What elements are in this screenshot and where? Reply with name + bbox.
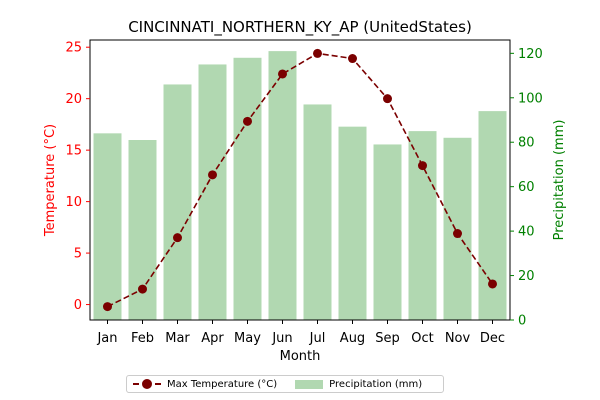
precip-bar [303, 104, 332, 320]
temperature-point [488, 279, 497, 289]
temperature-point [103, 302, 112, 312]
x-tick-label: Apr [201, 331, 224, 346]
chart-title: CINCINNATI_NORTHERN_KY_AP (UnitedStates) [128, 18, 472, 37]
x-tick-label: Jan [96, 331, 117, 346]
precip-bar [93, 133, 122, 320]
y-left-tick-label: 5 [74, 247, 82, 262]
temperature-point [173, 233, 182, 243]
temperature-point [418, 161, 427, 171]
legend-item-temperature: Max Temperature (°C) [133, 379, 277, 390]
y-left-tick-label: 25 [65, 41, 82, 56]
x-tick-label: Aug [340, 331, 365, 346]
x-tick-label: Jul [309, 331, 326, 346]
x-tick-label: Nov [445, 331, 471, 346]
legend-line-marker-icon [133, 379, 161, 389]
temperature-point [348, 54, 357, 64]
precip-bar [268, 51, 297, 320]
legend-item-precipitation: Precipitation (mm) [295, 379, 422, 390]
plot-frame [89, 39, 511, 321]
y-left-tick-label: 10 [65, 195, 82, 210]
y-right-tick-label: 60 [518, 180, 535, 195]
y-right-tick-label: 80 [518, 136, 535, 151]
temperature-point [383, 94, 392, 104]
precip-bar [443, 137, 472, 320]
temperature-point [453, 229, 462, 239]
x-tick-label: Feb [131, 331, 154, 346]
temperature-point [208, 170, 217, 180]
y-right-tick-label: 40 [518, 225, 535, 240]
y-axis-left-label: Temperature (°C) [43, 124, 58, 237]
y-right-tick-label: 100 [518, 91, 543, 106]
x-tick-label: Jun [271, 331, 292, 346]
precip-bar [478, 111, 507, 320]
precip-bar [373, 144, 402, 320]
precip-bar [233, 57, 262, 321]
x-tick-label: Mar [165, 331, 190, 346]
legend: Max Temperature (°C) Precipitation (mm) [126, 375, 444, 393]
temperature-point [138, 284, 147, 294]
x-tick-label: Oct [411, 331, 433, 346]
y-axis-right-label: Precipitation (mm) [552, 120, 567, 241]
y-left-tick-label: 20 [65, 92, 82, 107]
plot-area: Jan Feb Mar Apr May Jun Jul Aug Sep Oct Nov Dec 0 5 10… [65, 39, 543, 346]
temperature-line [107, 52, 494, 308]
y-left-tick-label: 0 [74, 298, 82, 313]
temperature-point [313, 48, 322, 58]
temperature-point [243, 116, 252, 126]
legend-label-precipitation: Precipitation (mm) [329, 378, 423, 390]
y-right-tick-label: 120 [518, 47, 543, 62]
precip-bar [408, 131, 437, 320]
precip-bar [163, 84, 192, 320]
y-left-tick-label: 15 [65, 144, 82, 159]
x-tick-label: May [234, 331, 261, 346]
y-right-tick-label: 20 [518, 269, 535, 284]
x-tick-label: Sep [375, 331, 400, 346]
x-tick-label: Dec [480, 331, 505, 346]
precip-bar [338, 126, 367, 321]
legend-label-temperature: Max Temperature (°C) [167, 378, 278, 390]
y-right-tick-label: 0 [518, 314, 526, 329]
legend-bar-swatch-icon [295, 379, 324, 389]
x-axis-label: Month [280, 349, 321, 364]
temperature-point [278, 69, 287, 79]
